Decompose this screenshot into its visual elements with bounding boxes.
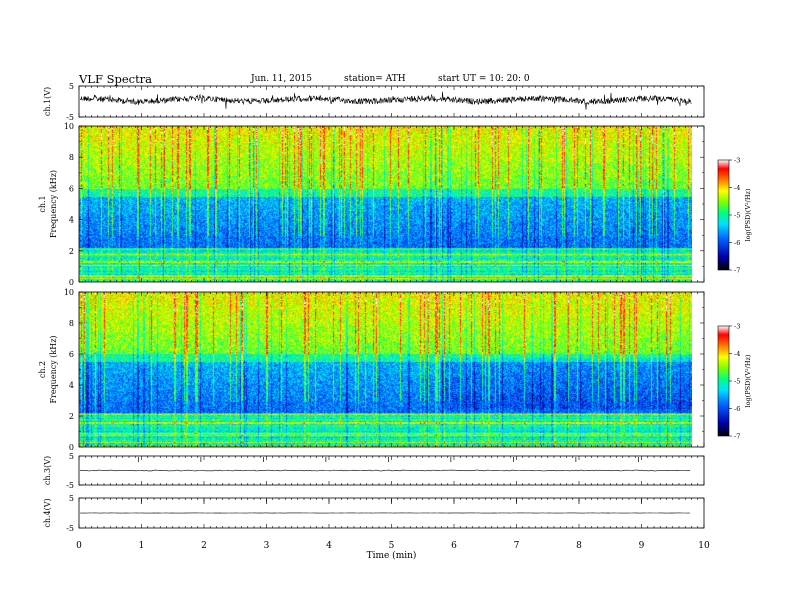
x-tick-label: 6 <box>451 541 457 551</box>
colorbar-tick-label: -7 <box>734 267 740 275</box>
colorbar-tick-label: -4 <box>734 350 740 358</box>
colorbar-tick-label: -3 <box>734 323 740 331</box>
spectrogram-image <box>79 126 692 282</box>
colorbar-1: -3 -4 -5 -6 -7 log(PSD)(V²/Hz) <box>717 157 752 275</box>
colorbar-tick-label: -7 <box>734 433 740 441</box>
channel-label: ch.1 <box>38 195 47 212</box>
channel-label: ch.2 <box>38 361 47 378</box>
waveform-trace <box>79 469 691 472</box>
ch1-waveform-trace <box>79 91 692 110</box>
frequency-axis-label: Frequency (kHz) <box>49 170 58 238</box>
voltage-axis-label: ch.3(V) <box>43 456 52 485</box>
x-tick-label: 9 <box>639 541 645 551</box>
time-axis: 0 1 2 3 4 5 6 7 8 9 10 Time (min) <box>76 541 710 561</box>
x-tick-label: 2 <box>201 541 207 551</box>
x-tick-label: 1 <box>139 541 145 551</box>
x-tick-label: 4 <box>326 541 332 551</box>
y-tick-label: 10 <box>64 288 74 297</box>
colorbar-tick-label: -3 <box>734 157 740 165</box>
panel-3: 0 2 4 6 8 10 ch.2 Frequency (kHz) <box>38 288 705 452</box>
x-tick-label: 10 <box>698 541 710 551</box>
y-tick-label: 5 <box>69 494 74 503</box>
y-tick-label: 0 <box>69 443 74 452</box>
x-tick-label: 5 <box>389 541 395 551</box>
x-tick-label: 0 <box>76 541 82 551</box>
colorbar-label: log(PSD)(V²/Hz) <box>744 188 752 241</box>
y-tick-label: 10 <box>64 122 74 131</box>
x-tick-label: 7 <box>514 541 520 551</box>
y-tick-label: 6 <box>69 184 74 193</box>
colorbar-tick-label: -5 <box>734 212 740 220</box>
colorbar-gradient <box>717 159 730 271</box>
y-tick-label: 2 <box>69 247 74 256</box>
date-label: Jun. 11, 2015 <box>251 74 313 84</box>
colorbar-gradient <box>717 325 730 437</box>
y-tick-label: -5 <box>66 481 74 490</box>
voltage-axis-label: ch.4(V) <box>43 498 52 527</box>
y-tick-label: 6 <box>69 350 74 359</box>
colorbar-label: log(PSD)(V²/Hz) <box>744 354 752 407</box>
colorbar-tick-label: -6 <box>734 405 740 413</box>
colorbar-2: -3 -4 -5 -6 -7 log(PSD)(V²/Hz) <box>717 323 752 441</box>
colorbar-tick-label: -6 <box>734 239 740 247</box>
y-tick-label: 4 <box>69 381 74 390</box>
y-tick-label: 5 <box>69 82 74 91</box>
x-axis-label: Time (min) <box>367 550 417 561</box>
figure-title: VLF Spectra <box>79 72 153 86</box>
voltage-axis-label: ch.1(V) <box>43 87 52 116</box>
station-label: station= ATH <box>344 74 406 84</box>
start-time-label: start UT = 10: 20: 0 <box>438 74 530 84</box>
x-tick-label: 8 <box>576 541 582 551</box>
y-tick-label: -5 <box>66 524 74 533</box>
panel-4: 5 -5 ch.3(V) <box>43 452 705 490</box>
colorbar-tick-label: -4 <box>734 184 740 192</box>
frequency-axis-label: Frequency (kHz) <box>49 335 58 403</box>
panel-1: 5 -5 ch.1(V) <box>43 82 705 122</box>
y-tick-label: 5 <box>69 452 74 461</box>
panel-5: 5 -5 ch.4(V) <box>43 494 705 533</box>
y-tick-label: 2 <box>69 412 74 421</box>
y-tick-label: -5 <box>66 113 74 122</box>
colorbar-tick-label: -5 <box>734 378 740 386</box>
spectrogram-image <box>79 292 692 447</box>
y-tick-label: 8 <box>69 319 74 328</box>
panel-2: 0 2 4 6 8 10 ch.1 Frequency (kHz) <box>38 122 705 287</box>
y-tick-label: 0 <box>69 278 74 287</box>
x-tick-label: 3 <box>264 541 270 551</box>
y-tick-label: 8 <box>69 153 74 162</box>
y-tick-label: 4 <box>69 216 74 225</box>
